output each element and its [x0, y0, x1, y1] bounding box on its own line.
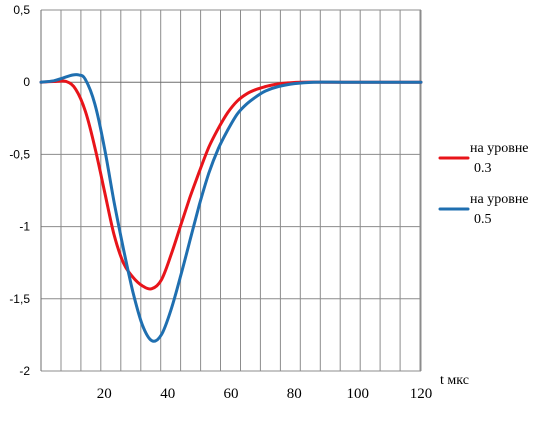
- legend-label-1-value: 0.3: [474, 161, 492, 176]
- legend-label-1: на уровне: [470, 141, 529, 156]
- legend-label-2: на уровне: [470, 192, 529, 207]
- legend: на уровне 0.3 на уровне 0.5: [438, 141, 529, 227]
- x-tick-label: 120: [410, 386, 433, 402]
- series-line-1: [39, 79, 423, 291]
- y-tick-label: 0,5: [13, 3, 30, 17]
- series-layer: [39, 73, 423, 343]
- y-tick-label: -1,5: [9, 292, 30, 306]
- series-line-2: [39, 73, 423, 343]
- x-tick-label: 100: [346, 386, 369, 402]
- x-tick-label: 40: [160, 386, 175, 402]
- grid-lines: [40, 9, 422, 372]
- x-axis-tick-labels: 20 40 60 80 100 120: [97, 386, 432, 402]
- x-tick-label: 80: [287, 386, 302, 402]
- y-tick-label: -1: [19, 220, 30, 234]
- y-axis-tick-labels: 0,5 0 -0,5 -1 -1,5 -2: [9, 3, 30, 378]
- y-tick-label: 0: [23, 75, 30, 89]
- x-axis-title: t мкс: [440, 373, 469, 388]
- x-tick-label: 60: [224, 386, 239, 402]
- x-tick-label: 20: [97, 386, 112, 402]
- y-tick-label: -2: [19, 364, 30, 378]
- y-tick-label: -0,5: [9, 147, 30, 161]
- legend-label-2-value: 0.5: [474, 212, 492, 227]
